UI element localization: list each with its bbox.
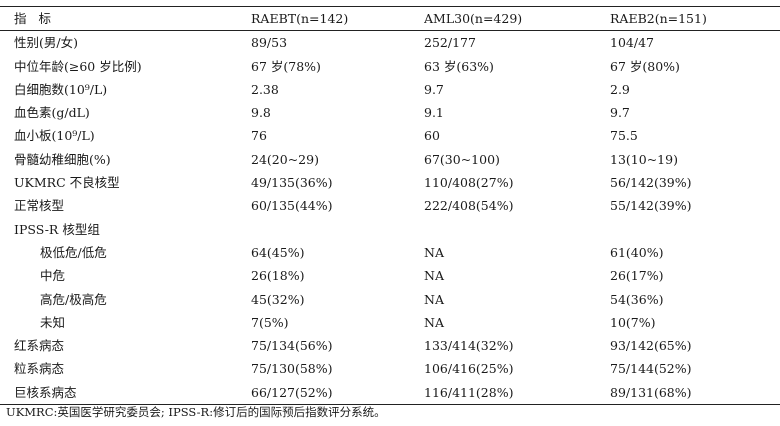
data-table-container: 指标 RAEBT(n=142) AML30(n=429) RAEB2(n=151… — [0, 6, 780, 405]
table-cell-raeb2: 56/142(39%) — [610, 175, 692, 191]
table-body: 性别(男/女) 89/53 252/177 104/47 中位年龄(≥60 岁比例) 67… — [0, 31, 780, 405]
table-row: 粒系病态 75/130(58%) 106/416(25%) 75/144(52%) — [0, 357, 780, 380]
table-row: 中危 26(18%) NA 26(17%) — [0, 264, 780, 287]
header-cell-raebt: RAEBT(n=142) — [251, 11, 349, 26]
table-cell-indicator: 血色素(g/dL) — [14, 105, 90, 121]
table-cell-aml30: 110/408(27%) — [424, 175, 514, 191]
table-row: 未知 7(5%) NA 10(7%) — [0, 311, 780, 334]
table-cell-raebt: 24(20~29) — [251, 151, 319, 167]
table-cell-raebt: 67 岁(78%) — [251, 58, 321, 74]
table-cell-raeb2: 10(7%) — [610, 314, 656, 330]
table-cell-raebt: 7(5%) — [251, 314, 289, 330]
table-cell-raeb2: 67 岁(80%) — [610, 58, 680, 74]
table-cell-raeb2 — [610, 218, 780, 241]
table-cell-raebt: 9.8 — [251, 105, 271, 121]
table-cell-raeb2: 26(17%) — [610, 268, 664, 284]
table-row: 正常核型 60/135(44%) 222/408(54%) 55/142(39%) — [0, 194, 780, 217]
table-header: 指标 RAEBT(n=142) AML30(n=429) RAEB2(n=151… — [0, 6, 780, 31]
table-row: 巨核系病态 66/127(52%) 116/411(28%) 89/131(68%) — [0, 381, 780, 405]
table-cell-raebt: 26(18%) — [251, 268, 305, 284]
table-cell-indicator: IPSS-R 核型组 — [14, 221, 100, 237]
table-cell-indicator: 巨核系病态 — [14, 384, 77, 400]
table-cell-raebt: 76 — [251, 128, 267, 144]
table-cell-indicator: 中危 — [40, 268, 66, 284]
table-cell-raebt: 75/130(58%) — [251, 361, 333, 377]
table-cell-raebt: 64(45%) — [251, 244, 305, 260]
table-row: 中位年龄(≥60 岁比例) 67 岁(78%) 63 岁(63%) 67 岁(80%) — [0, 55, 780, 78]
table-cell-indicator: UKMRC 不良核型 — [14, 175, 120, 191]
table-cell-indicator: 极低危/低危 — [40, 244, 107, 260]
header-cell-indicator: 指标 — [14, 11, 64, 26]
table-cell-indicator: 正常核型 — [14, 198, 65, 214]
data-table: 指标 RAEBT(n=142) AML30(n=429) RAEB2(n=151… — [0, 6, 780, 405]
table-cell-raebt: 66/127(52%) — [251, 384, 333, 400]
table-cell-aml30: NA — [424, 268, 444, 284]
table-cell-raebt — [251, 218, 424, 241]
table-cell-raeb2: 93/142(65%) — [610, 338, 692, 354]
header-row: 指标 RAEBT(n=142) AML30(n=429) RAEB2(n=151… — [0, 6, 780, 31]
table-cell-indicator: 血小板(10⁹/L) — [14, 128, 95, 144]
table-cell-aml30: 252/177 — [424, 35, 476, 51]
table-cell-aml30: 9.1 — [424, 105, 444, 121]
table-cell-aml30: 222/408(54%) — [424, 198, 514, 214]
table-cell-indicator: 性别(男/女) — [14, 35, 78, 51]
table-cell-aml30: 133/414(32%) — [424, 338, 514, 354]
table-cell-indicator: 粒系病态 — [14, 361, 65, 377]
table-cell-aml30: 106/416(25%) — [424, 361, 514, 377]
table-cell-raeb2: 2.9 — [610, 81, 630, 97]
table-row: 白细胞数(10⁹/L) 2.38 9.7 2.9 — [0, 78, 780, 101]
table-row: 性别(男/女) 89/53 252/177 104/47 — [0, 31, 780, 55]
table-cell-raeb2: 55/142(39%) — [610, 198, 692, 214]
table-cell-raebt: 45(32%) — [251, 291, 305, 307]
table-cell-raeb2: 9.7 — [610, 105, 630, 121]
table-cell-aml30: NA — [424, 291, 444, 307]
table-cell-indicator: 未知 — [40, 314, 66, 330]
header-cell-aml30: AML30(n=429) — [424, 11, 523, 26]
table-cell-aml30: 67(30~100) — [424, 151, 500, 167]
table-row: 极低危/低危 64(45%) NA 61(40%) — [0, 241, 780, 264]
table-cell-aml30: 9.7 — [424, 81, 444, 97]
table-footnote: UKMRC:英国医学研究委员会; IPSS-R:修订后的国际预后指数评分系统。 — [6, 405, 386, 419]
table-cell-raeb2: 61(40%) — [610, 244, 664, 260]
table-cell-indicator: 中位年龄(≥60 岁比例) — [14, 58, 142, 74]
table-row: 血小板(10⁹/L) 76 60 75.5 — [0, 124, 780, 147]
table-cell-raeb2: 89/131(68%) — [610, 384, 692, 400]
table-cell-indicator: 白细胞数(10⁹/L) — [14, 81, 108, 97]
table-cell-raebt: 60/135(44%) — [251, 198, 333, 214]
table-cell-aml30: 116/411(28%) — [424, 384, 514, 400]
table-cell-aml30: NA — [424, 314, 444, 330]
header-cell-raeb2: RAEB2(n=151) — [610, 11, 707, 26]
table-cell-aml30: 60 — [424, 128, 440, 144]
table-cell-aml30 — [424, 218, 610, 241]
table-cell-raeb2: 75/144(52%) — [610, 361, 692, 377]
table-row: 红系病态 75/134(56%) 133/414(32%) 93/142(65%) — [0, 334, 780, 357]
table-row: 高危/极高危 45(32%) NA 54(36%) — [0, 288, 780, 311]
table-cell-indicator: 红系病态 — [14, 338, 65, 354]
table-cell-indicator: 高危/极高危 — [40, 291, 107, 307]
table-cell-raeb2: 75.5 — [610, 128, 638, 144]
table-cell-raebt: 89/53 — [251, 35, 288, 51]
table-cell-aml30: NA — [424, 244, 444, 260]
table-row: IPSS-R 核型组 — [0, 218, 780, 241]
table-cell-raeb2: 13(10~19) — [610, 151, 678, 167]
table-row: UKMRC 不良核型 49/135(36%) 110/408(27%) 56/142(… — [0, 171, 780, 194]
table-cell-raeb2: 54(36%) — [610, 291, 664, 307]
table-cell-raeb2: 104/47 — [610, 35, 654, 51]
table-cell-raebt: 75/134(56%) — [251, 338, 333, 354]
table-row: 骨髓幼稚细胞(%) 24(20~29) 67(30~100) 13(10~19) — [0, 148, 780, 171]
table-cell-raebt: 2.38 — [251, 81, 279, 97]
table-row: 血色素(g/dL) 9.8 9.1 9.7 — [0, 101, 780, 124]
table-cell-raebt: 49/135(36%) — [251, 175, 333, 191]
table-cell-indicator: 骨髓幼稚细胞(%) — [14, 151, 111, 167]
table-cell-aml30: 63 岁(63%) — [424, 58, 494, 74]
